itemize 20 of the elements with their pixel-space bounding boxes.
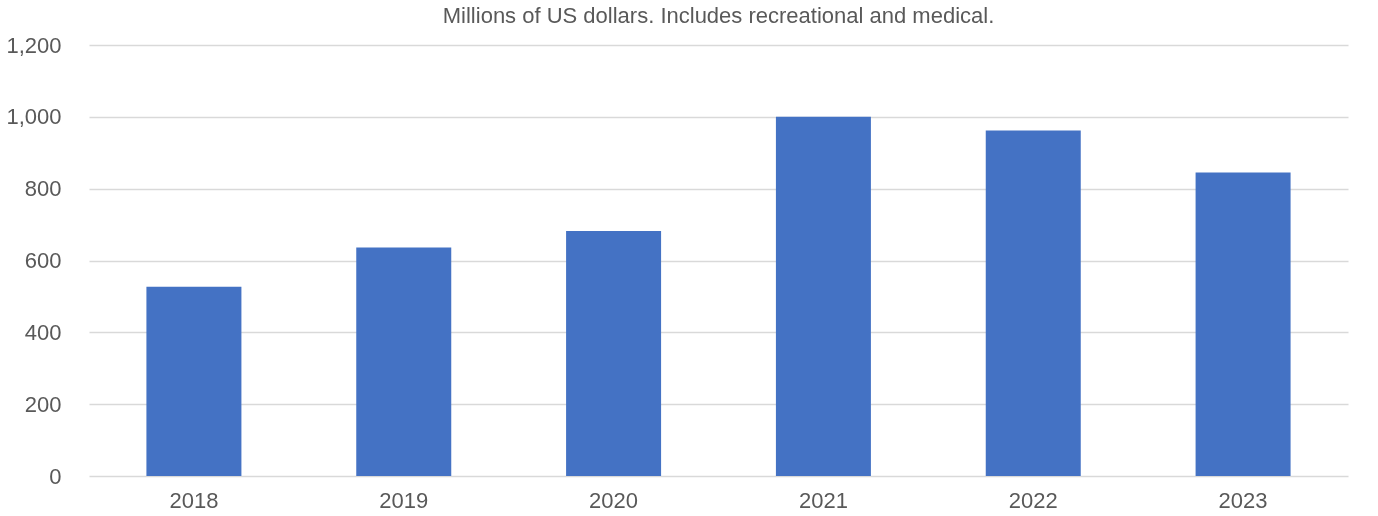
bar xyxy=(356,247,452,476)
bar xyxy=(775,116,871,476)
y-tick-label: 600 xyxy=(24,248,62,273)
x-tick-label: 2020 xyxy=(589,487,639,513)
x-tick-label: 2022 xyxy=(1008,487,1058,513)
x-tick-label: 2021 xyxy=(798,487,848,513)
y-tick-label: 800 xyxy=(24,176,62,202)
bar xyxy=(985,130,1081,476)
chart-subtitle: Millions of US dollars. Includes recreational and medical. xyxy=(442,3,995,28)
y-tick-label: 1,200 xyxy=(6,32,62,58)
x-tick-label: 2018 xyxy=(169,487,219,513)
y-tick-label: 200 xyxy=(24,391,62,417)
bar xyxy=(146,286,242,476)
y-tick-label: 1,000 xyxy=(6,104,62,130)
bar xyxy=(1195,172,1291,476)
x-tick-label: 2023 xyxy=(1218,487,1268,513)
y-tick-label: 400 xyxy=(24,319,62,345)
x-tick-label: 2019 xyxy=(379,487,429,513)
bar xyxy=(566,231,662,476)
y-tick-label: 0 xyxy=(49,463,62,489)
